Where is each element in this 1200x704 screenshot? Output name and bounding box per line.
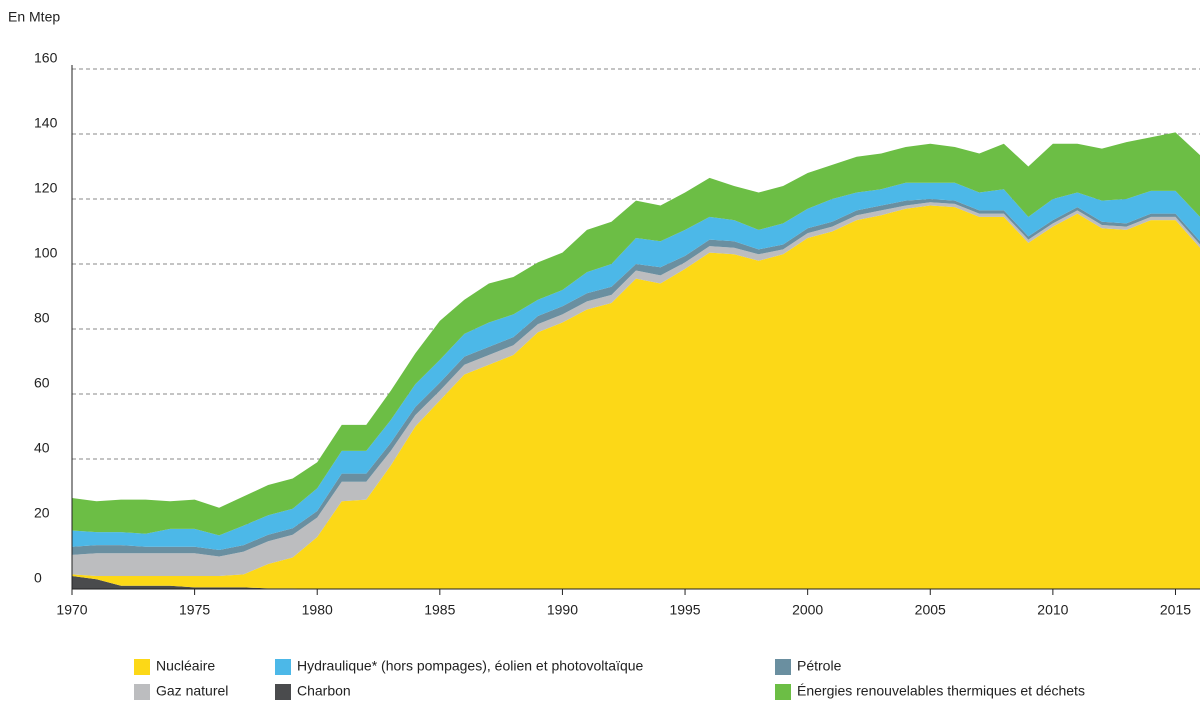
y-tick-label: 0: [34, 570, 42, 586]
area: [72, 182, 1200, 550]
y-tick-label: 80: [34, 310, 50, 326]
legend-swatch: [134, 684, 150, 700]
y-tick-label: 60: [34, 375, 50, 391]
y-tick-label: 140: [34, 115, 58, 131]
y-tick-label: 160: [34, 50, 58, 66]
area: [72, 132, 1200, 536]
x-tick-label: 2010: [1037, 602, 1068, 618]
x-tick-label: 2005: [915, 602, 946, 618]
x-tick-label: 1970: [56, 602, 87, 618]
y-tick-label: 20: [34, 505, 50, 521]
area: [72, 199, 1200, 557]
legend-swatch: [775, 659, 791, 675]
area: [72, 576, 1200, 589]
legend-label: Pétrole: [797, 658, 842, 674]
legend-label: Hydraulique* (hors pompages), éolien et …: [297, 658, 644, 674]
x-tick-label: 1990: [547, 602, 578, 618]
legend-swatch: [134, 659, 150, 675]
legend-label: Énergies renouvelables thermiques et déc…: [797, 683, 1085, 699]
x-tick-label: 1980: [302, 602, 333, 618]
x-tick-label: 1985: [424, 602, 455, 618]
y-tick-label: 40: [34, 440, 50, 456]
x-tick-label: 1975: [179, 602, 210, 618]
x-tick-label: 2015: [1160, 602, 1191, 618]
x-tick-label: 1995: [669, 602, 700, 618]
y-axis-label: En Mtep: [8, 9, 60, 25]
legend-swatch: [275, 684, 291, 700]
x-tick-label: 2000: [792, 602, 823, 618]
y-tick-label: 100: [34, 245, 58, 261]
legend-swatch: [275, 659, 291, 675]
legend-label: Charbon: [297, 683, 351, 699]
y-tick-label: 120: [34, 180, 58, 196]
area: [72, 202, 1200, 576]
legend-label: Nucléaire: [156, 658, 215, 674]
legend-swatch: [775, 684, 791, 700]
area: [72, 205, 1200, 589]
legend-label: Gaz naturel: [156, 683, 228, 699]
